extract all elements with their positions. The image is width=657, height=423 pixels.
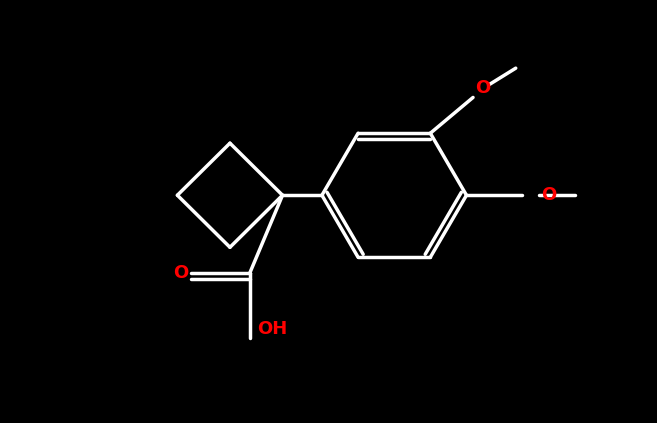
- Text: O: O: [475, 79, 491, 97]
- Text: O: O: [173, 264, 189, 282]
- Text: OH: OH: [258, 320, 288, 338]
- Text: O: O: [541, 186, 556, 204]
